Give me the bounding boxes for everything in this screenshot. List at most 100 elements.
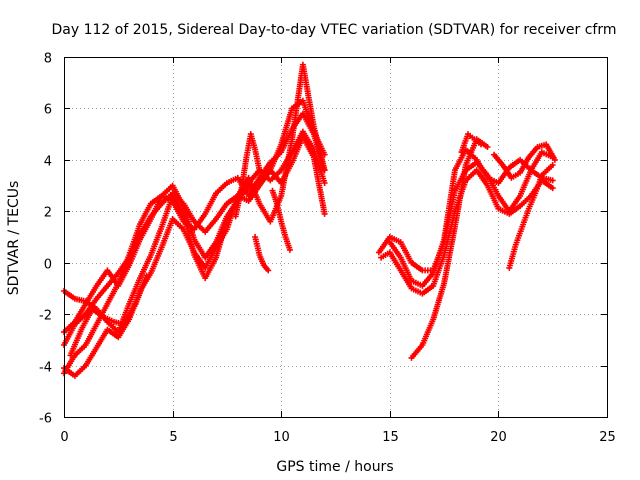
data-point	[149, 271, 153, 275]
data-point	[149, 253, 153, 257]
data-point	[253, 235, 257, 239]
data-point	[421, 269, 424, 272]
data-point	[510, 176, 513, 180]
data-point	[475, 158, 478, 162]
data-point	[262, 264, 265, 267]
series-track-9	[269, 187, 293, 253]
data-point	[388, 251, 391, 254]
data-point	[123, 323, 127, 326]
data-point	[323, 153, 326, 156]
data-point	[475, 168, 478, 172]
data-point	[442, 282, 446, 285]
data-point	[69, 354, 72, 357]
series-track-6	[67, 272, 150, 359]
data-point	[540, 174, 543, 177]
data-point	[204, 276, 207, 280]
data-point	[421, 284, 424, 288]
data-point	[453, 225, 457, 228]
data-point	[245, 156, 248, 159]
data-point	[95, 297, 98, 300]
data-series	[61, 61, 558, 379]
data-point	[117, 284, 120, 288]
data-point	[501, 163, 504, 167]
data-point	[91, 307, 94, 311]
data-point	[193, 220, 196, 223]
x-axis-label: GPS time / hours	[276, 459, 393, 475]
y-tick-label: -6	[39, 412, 52, 427]
y-tick-label: -2	[39, 309, 52, 324]
data-point	[267, 269, 270, 272]
data-point	[399, 256, 402, 259]
series-track-16	[506, 162, 556, 271]
data-point	[214, 192, 218, 195]
data-point	[95, 346, 98, 349]
y-tick-label: 4	[44, 155, 52, 170]
data-point	[249, 132, 252, 136]
data-point	[545, 143, 548, 146]
data-point	[236, 176, 239, 180]
data-point	[214, 217, 218, 221]
data-point	[138, 276, 142, 280]
data-point	[497, 207, 500, 210]
data-point	[301, 112, 305, 115]
data-point	[95, 284, 98, 288]
data-point	[171, 184, 174, 187]
data-point	[73, 320, 77, 324]
data-point	[301, 130, 305, 133]
grid	[64, 57, 607, 417]
data-point	[247, 199, 250, 203]
data-point	[551, 186, 554, 190]
data-point	[527, 156, 530, 159]
data-point	[323, 181, 326, 185]
data-point	[410, 261, 413, 264]
y-tick-label: -4	[39, 361, 52, 376]
data-point	[410, 287, 413, 290]
data-point	[508, 212, 511, 216]
data-point	[84, 300, 87, 303]
x-tick-label: 0	[60, 430, 68, 445]
y-tick-label: 6	[44, 103, 52, 118]
data-point	[453, 168, 457, 172]
data-point	[551, 163, 554, 167]
x-tick-label: 25	[599, 430, 616, 445]
data-point	[508, 266, 511, 270]
data-point	[193, 251, 196, 254]
data-point	[258, 181, 261, 185]
y-tick-label: 0	[44, 258, 52, 273]
data-point	[269, 168, 272, 172]
data-point	[182, 204, 185, 208]
data-point	[442, 253, 446, 257]
data-point	[171, 217, 174, 221]
data-point	[271, 189, 274, 192]
data-point	[432, 318, 435, 321]
data-point	[247, 176, 250, 180]
data-point	[117, 336, 120, 339]
data-point	[138, 222, 142, 226]
data-point	[193, 238, 196, 241]
data-point	[214, 246, 218, 249]
data-point	[421, 343, 424, 347]
series-markers	[378, 167, 556, 297]
data-point	[377, 251, 381, 254]
data-point	[73, 354, 77, 357]
series-track-11	[378, 167, 556, 297]
data-point	[106, 269, 109, 272]
data-point	[312, 148, 315, 151]
data-point	[149, 217, 153, 221]
data-point	[247, 186, 250, 190]
data-point	[204, 266, 207, 270]
x-tick-label: 10	[273, 430, 290, 445]
data-point	[171, 194, 174, 198]
data-point	[73, 297, 77, 300]
x-tick-label: 5	[169, 430, 177, 445]
data-point	[518, 171, 522, 174]
data-point	[466, 132, 470, 136]
data-point	[258, 168, 261, 172]
data-point	[442, 238, 446, 241]
data-point	[95, 323, 98, 326]
data-point	[399, 269, 402, 272]
data-point	[234, 215, 237, 218]
data-point	[379, 256, 383, 259]
series-track-8	[252, 234, 272, 274]
data-point	[508, 166, 511, 169]
